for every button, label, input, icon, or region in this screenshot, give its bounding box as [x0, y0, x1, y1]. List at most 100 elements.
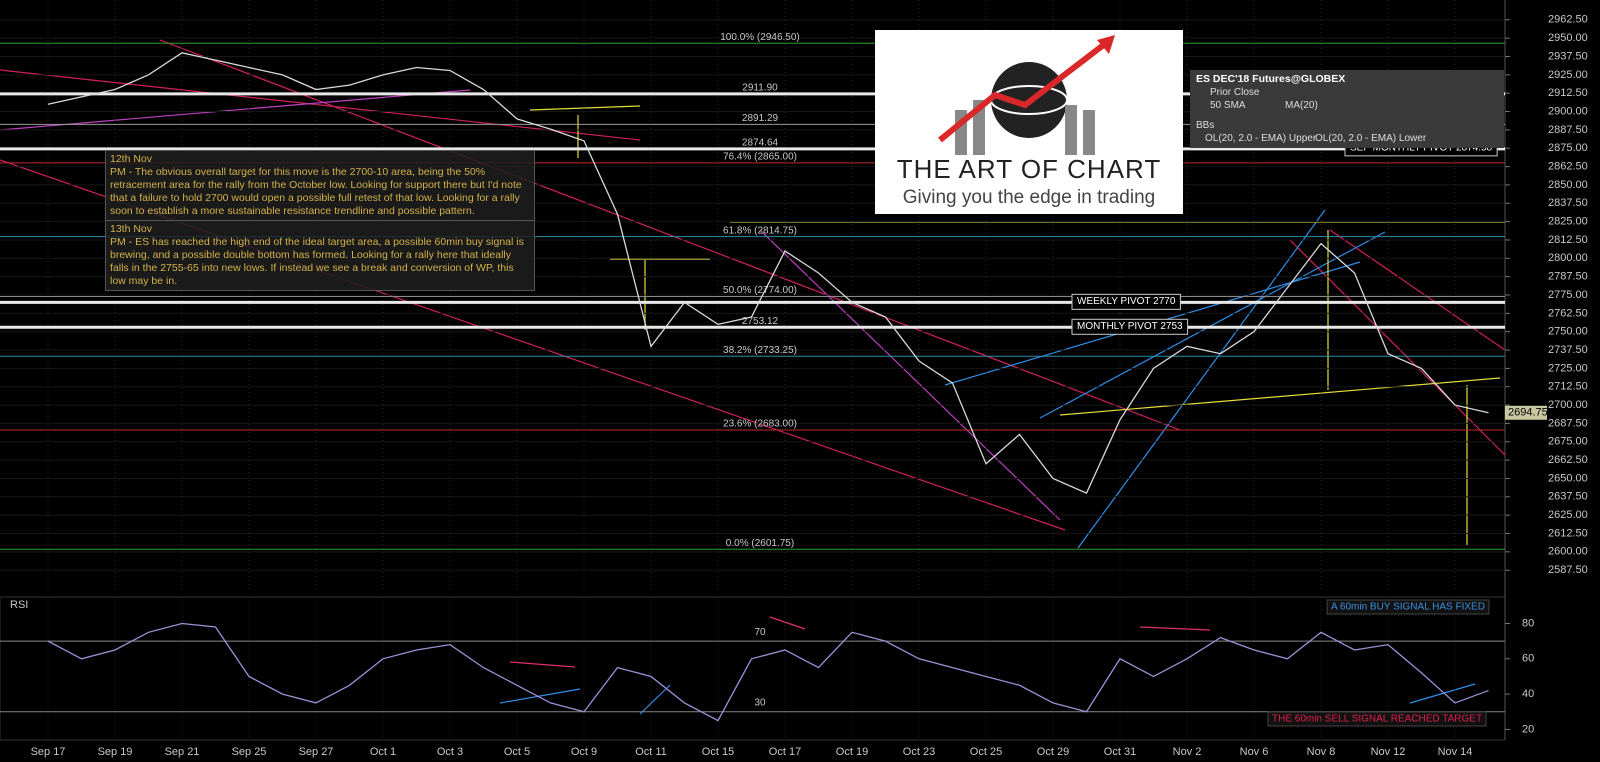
- legend-title: ES DEC'18 Futures@GLOBEX: [1196, 73, 1346, 85]
- x-tick-label: Nov 12: [1371, 746, 1406, 758]
- logo-title: THE ART OF CHART: [897, 154, 1162, 184]
- x-tick-label: Sep 25: [232, 746, 267, 758]
- y-tick-label: 2837.50: [1548, 197, 1588, 209]
- last-price-box: [1505, 405, 1547, 420]
- annotation: 13th Nov PM - ES has reached the high end…: [105, 220, 535, 291]
- y-tick-label: 2687.50: [1548, 417, 1588, 429]
- legend-item: Prior Close: [1210, 87, 1260, 98]
- x-tick-label: Nov 8: [1307, 746, 1336, 758]
- y-tick-label: 2912.50: [1548, 87, 1588, 99]
- pivot-label-box: [1071, 318, 1189, 335]
- y-tick-label: 2775.00: [1548, 289, 1588, 301]
- y-tick-label: 2900.00: [1548, 105, 1588, 117]
- logo-graphic: THE ART OF CHART Giving you the edge in …: [897, 35, 1162, 208]
- x-tick-label: Oct 9: [571, 746, 597, 758]
- x-tick-label: Oct 17: [769, 746, 801, 758]
- legend-item: 50 SMA: [1210, 100, 1246, 111]
- legend-item: OL(20, 2.0 - EMA) Lower: [1315, 133, 1427, 144]
- y-tick-label: 2662.50: [1548, 454, 1588, 466]
- fib-label: 2753.12: [742, 316, 779, 327]
- fib-label: 76.4% (2865.00): [723, 152, 797, 163]
- y-tick-label: 40: [1522, 688, 1534, 700]
- fib-label: 0.0% (2601.75): [726, 538, 794, 549]
- fib-label: 50.0% (2774.00): [723, 285, 797, 296]
- y-tick-label: 2800.00: [1548, 252, 1588, 264]
- y-tick-label: 2725.00: [1548, 362, 1588, 374]
- x-tick-label: Oct 11: [635, 746, 667, 758]
- y-tick-label: 2962.50: [1548, 14, 1588, 26]
- x-tick-label: Oct 29: [1037, 746, 1069, 758]
- y-tick-label: 2612.50: [1548, 527, 1588, 539]
- fib-label: 100.0% (2946.50): [720, 32, 800, 43]
- y-tick-label: 2587.50: [1548, 564, 1588, 576]
- y-tick-label: 2887.50: [1548, 124, 1588, 136]
- y-tick-label: 2787.50: [1548, 271, 1588, 283]
- y-tick-label: 2600.00: [1548, 546, 1588, 558]
- pivot-label: MONTHLY PIVOT 2753: [1077, 321, 1183, 332]
- series-line: [47, 622, 1489, 722]
- x-tick-label: Nov 6: [1240, 746, 1269, 758]
- y-tick-label: 80: [1522, 617, 1534, 629]
- y-tick-label: 2825.00: [1548, 216, 1588, 228]
- y-tick-label: 2762.50: [1548, 307, 1588, 319]
- x-tick-label: Oct 1: [370, 746, 396, 758]
- fib-label: 2874.64: [742, 137, 779, 148]
- y-tick-label: 2750.00: [1548, 326, 1588, 338]
- y-tick-label: 2862.50: [1548, 160, 1588, 172]
- y-tick-label: 20: [1522, 723, 1534, 735]
- rsi-level-label: 70: [754, 627, 766, 638]
- fib-label: 2911.90: [742, 83, 778, 94]
- pivot-label: WEEKLY PIVOT 2770: [1077, 296, 1176, 307]
- logo-subtitle: Giving you the edge in trading: [903, 187, 1155, 208]
- y-tick-label: 60: [1522, 653, 1534, 665]
- annotation-text: PM - ES has reached the high end of the …: [110, 236, 524, 287]
- rsi-annotation: THE 60min SELL SIGNAL REACHED TARGET: [1272, 714, 1482, 725]
- x-tick-label: Oct 23: [903, 746, 935, 758]
- rsi-annotation-box: [1326, 599, 1490, 615]
- y-tick-label: 2700.00: [1548, 399, 1588, 411]
- rsi-panel: [0, 596, 1506, 741]
- x-tick-label: Sep 17: [31, 746, 66, 758]
- x-tick-label: Sep 21: [165, 746, 200, 758]
- rsi-arrows: [499, 616, 1476, 715]
- x-tick-label: Oct 19: [836, 746, 868, 758]
- annotation-title: 12th Nov: [110, 153, 153, 165]
- y-tick-label: 2937.50: [1548, 50, 1588, 62]
- rsi-level-label: 30: [754, 697, 766, 708]
- y-tick-label: 2850.00: [1548, 179, 1588, 191]
- series-line: [47, 52, 1489, 494]
- y-tick-label: 2625.00: [1548, 509, 1588, 521]
- x-tick-label: Nov 14: [1438, 746, 1473, 758]
- x-tick-label: Sep 19: [98, 746, 133, 758]
- pivot-label-box: [1071, 293, 1181, 310]
- fib-label: 61.8% (2814.75): [723, 225, 797, 236]
- fib-label: 2891.29: [742, 113, 779, 124]
- legend-item: MA(20): [1285, 100, 1318, 111]
- rsi-annotation: A 60min BUY SIGNAL HAS FIXED: [1331, 602, 1485, 613]
- legend: ES DEC'18 Futures@GLOBEX Prior Close 50 SM…: [1190, 70, 1504, 148]
- x-tick-label: Oct 3: [437, 746, 463, 758]
- y-tick-label: 2637.50: [1548, 491, 1588, 503]
- y-tick-label: 2737.50: [1548, 344, 1588, 356]
- logo: THE ART OF CHART Giving you the edge in …: [875, 30, 1183, 214]
- legend-item: BBs: [1196, 120, 1215, 131]
- annotation-title: 13th Nov: [110, 223, 153, 235]
- rsi-annotation-box: [1267, 711, 1487, 727]
- x-tick-label: Oct 31: [1104, 746, 1136, 758]
- fib-label: 23.6% (2683.00): [723, 419, 797, 430]
- y-tick-label: 2712.50: [1548, 381, 1588, 393]
- x-tick-label: Oct 5: [504, 746, 530, 758]
- rsi-title: RSI: [10, 599, 28, 611]
- annotation: 12th Nov PM - The obvious overall target …: [105, 150, 535, 221]
- y-tick-label: 2875.00: [1548, 142, 1588, 154]
- y-tick-label: 2925.00: [1548, 69, 1588, 81]
- x-tick-label: Oct 25: [970, 746, 1002, 758]
- legend-item: OL(20, 2.0 - EMA) Upper: [1205, 133, 1317, 144]
- fib-label: 38.2% (2733.25): [723, 345, 797, 356]
- annotation-text: PM - The obvious overall target for this…: [110, 166, 522, 217]
- x-tick-label: Oct 15: [702, 746, 734, 758]
- x-tick-label: Sep 27: [299, 746, 334, 758]
- last-price-label: 2694.75: [1508, 407, 1548, 419]
- x-tick-label: Nov 2: [1173, 746, 1202, 758]
